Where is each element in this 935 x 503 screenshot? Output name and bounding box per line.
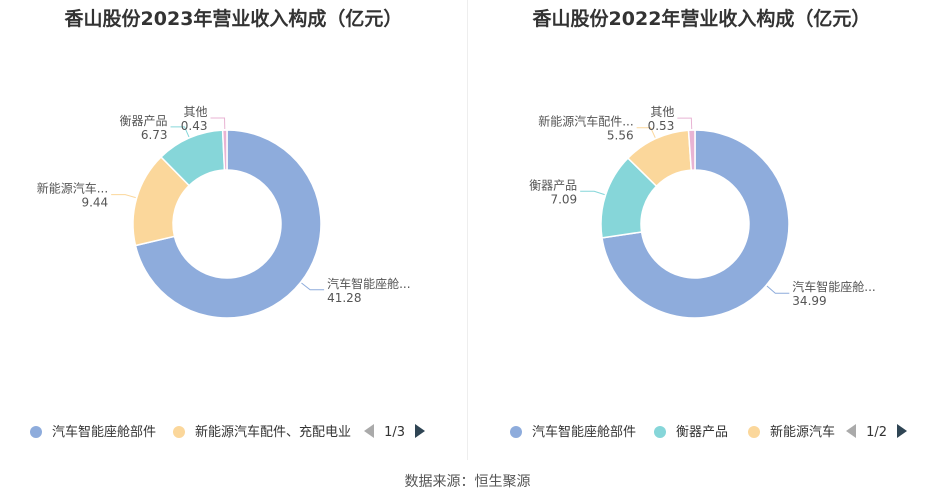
legend-label: 汽车智能座舱部件 <box>532 425 637 440</box>
chart-panel-2023: 香山股份2023年营业收入构成（亿元） 汽车智能座舱... 41.28 新能源汽车.… <box>0 0 467 460</box>
slice-label: 新能源汽车配件... <box>538 114 633 129</box>
legend-item-auto-cockpit[interactable]: 汽车智能座舱部件 <box>30 422 156 444</box>
pie-slice[interactable] <box>601 129 790 319</box>
chart-title: 香山股份2023年营业收入构成（亿元） <box>64 8 403 30</box>
legend-item-new-energy[interactable]: 新能源汽车 <box>748 422 835 444</box>
legend-pager: 1/3 <box>364 422 426 444</box>
slice-label: 衡器产品 <box>120 114 168 128</box>
legend-label: 新能源汽车配件、充配电业 <box>195 425 352 440</box>
slice-label: 衡器产品 <box>529 178 577 192</box>
legend-label: 新能源汽车 <box>770 425 836 440</box>
slice-label: 其他 <box>650 105 674 119</box>
panel-divider <box>467 0 468 460</box>
slice-value-label: 0.43 <box>181 119 208 133</box>
slice-label: 其他 <box>184 105 208 119</box>
next-page-icon[interactable] <box>897 424 908 438</box>
label-leader-line <box>170 126 190 138</box>
legend-item-new-energy[interactable]: 新能源汽车配件、充配电业 <box>173 422 351 444</box>
label-leader-line <box>766 285 790 294</box>
slice-value-label: 7.09 <box>550 192 577 206</box>
slice-value-label: 5.56 <box>607 129 634 143</box>
legend-dot <box>173 426 185 438</box>
label-leader-line <box>301 282 325 291</box>
label-leader-line <box>677 117 693 130</box>
pie-slice[interactable] <box>221 129 228 171</box>
slice-value-label: 6.73 <box>141 128 168 142</box>
legend-dot <box>30 426 42 438</box>
legend-dot <box>510 426 522 438</box>
label-leader-line <box>636 127 656 138</box>
legend: 汽车智能座舱部件 新能源汽车配件、充配电业 1/3 <box>0 422 467 444</box>
legend-page-indicator: 1/2 <box>866 425 888 440</box>
prev-page-icon[interactable] <box>364 424 374 438</box>
slice-value-label: 0.53 <box>648 119 675 133</box>
legend-dot <box>654 426 666 438</box>
legend: 汽车智能座舱部件 衡器产品 新能源汽车 1/2 <box>468 422 935 444</box>
slice-value-label: 9.44 <box>81 196 108 210</box>
slice-label: 汽车智能座舱... <box>792 279 875 294</box>
pie-slice[interactable] <box>134 129 322 319</box>
label-leader-line <box>111 194 136 199</box>
label-leader-line <box>580 190 605 196</box>
slice-value-label: 34.99 <box>792 294 826 308</box>
slice-label: 汽车智能座舱... <box>327 276 410 291</box>
legend-label: 衡器产品 <box>676 425 729 440</box>
legend-item-auto-cockpit[interactable]: 汽车智能座舱部件 <box>510 422 636 444</box>
label-leader-line <box>210 117 226 130</box>
legend-dot <box>748 426 760 438</box>
next-page-icon[interactable] <box>415 424 426 438</box>
slice-value-label: 41.28 <box>327 291 361 305</box>
chart-panel-2022: 香山股份2022年营业收入构成（亿元） 汽车智能座舱... 34.99 衡器产品 7.… <box>468 0 935 460</box>
prev-page-icon[interactable] <box>846 424 856 438</box>
pie-slice[interactable] <box>687 129 696 171</box>
chart-title: 香山股份2022年营业收入构成（亿元） <box>532 8 871 30</box>
legend-item-scales[interactable]: 衡器产品 <box>654 422 728 444</box>
legend-pager: 1/2 <box>846 422 908 444</box>
legend-page-indicator: 1/3 <box>384 425 406 440</box>
data-source: 数据来源：恒生聚源 <box>404 474 531 490</box>
legend-label: 汽车智能座舱部件 <box>52 425 157 440</box>
slice-label: 新能源汽车... <box>37 181 108 196</box>
